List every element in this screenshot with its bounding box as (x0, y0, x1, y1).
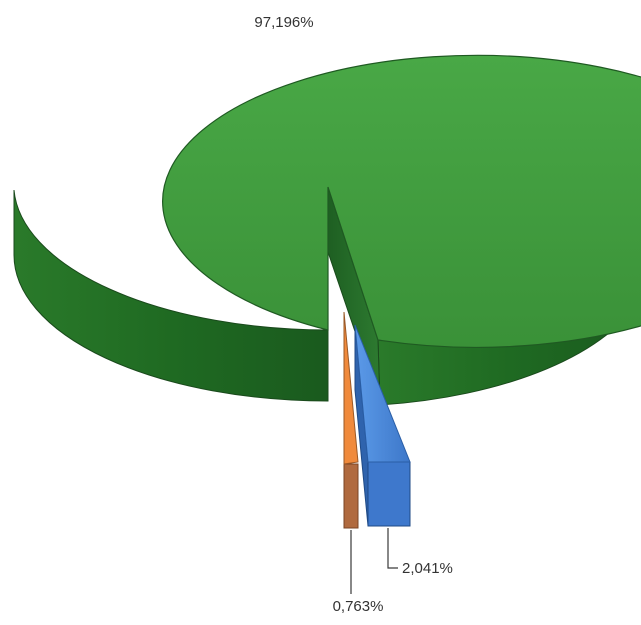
pie-slice-orange (343, 311, 359, 529)
leader-line-blue (387, 528, 398, 569)
pie-slice-side (13, 189, 329, 402)
pie-label-blue: 2,041% (402, 560, 453, 577)
pie-slice-blue (354, 324, 411, 527)
pie-label-orange: 0,763% (333, 598, 384, 615)
pie-slice-main (162, 54, 641, 348)
pie-label-main: 97,196% (254, 14, 313, 31)
